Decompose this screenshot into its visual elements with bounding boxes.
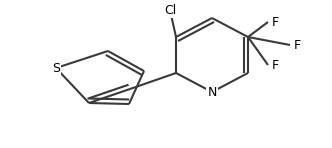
Text: Cl: Cl bbox=[164, 4, 176, 16]
Text: N: N bbox=[207, 86, 217, 99]
Text: S: S bbox=[52, 62, 60, 74]
Text: F: F bbox=[294, 38, 301, 52]
Text: F: F bbox=[272, 58, 279, 71]
Text: F: F bbox=[272, 16, 279, 29]
